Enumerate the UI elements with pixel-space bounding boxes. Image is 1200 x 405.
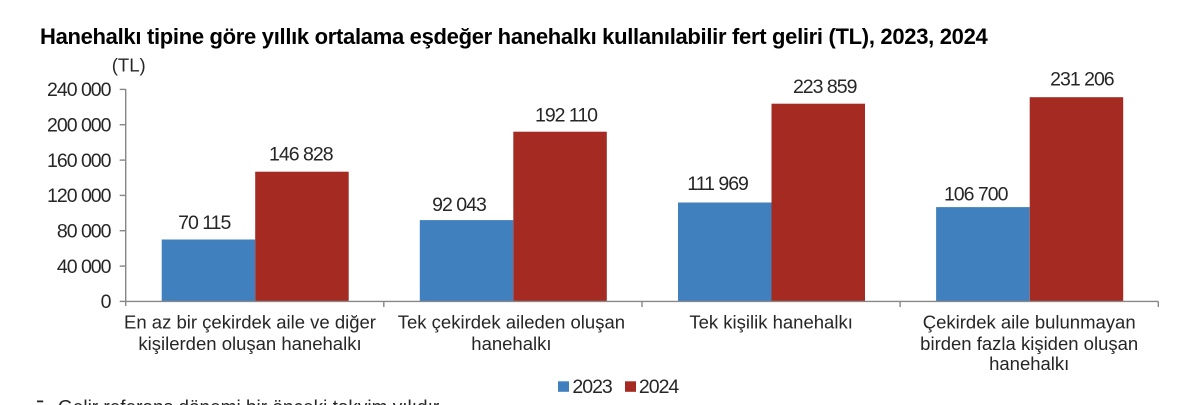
svg-text:hanehalkı: hanehalkı xyxy=(989,353,1069,374)
svg-text:40 000: 40 000 xyxy=(57,256,112,278)
svg-text:80 000: 80 000 xyxy=(57,220,112,242)
svg-text:2024: 2024 xyxy=(639,376,680,398)
svg-text:birden fazla kişiden oluşan: birden fazla kişiden oluşan xyxy=(920,333,1138,354)
svg-text:0: 0 xyxy=(101,291,112,313)
svg-text:2023: 2023 xyxy=(572,376,612,398)
svg-text:kişilerden oluşan hanehalkı: kişilerden oluşan hanehalkı xyxy=(138,333,361,354)
svg-text:(TL): (TL) xyxy=(112,55,146,76)
svg-text:160 000: 160 000 xyxy=(47,150,112,172)
svg-text:Tek kişilik hanehalkı: Tek kişilik hanehalkı xyxy=(689,312,853,333)
svg-text:200 000: 200 000 xyxy=(47,114,112,136)
svg-text:240 000: 240 000 xyxy=(47,79,112,101)
svg-text:Tek çekirdek aileden oluşan: Tek çekirdek aileden oluşan xyxy=(398,312,625,333)
svg-text:92 043: 92 043 xyxy=(432,194,486,216)
svg-text:120 000: 120 000 xyxy=(47,185,112,207)
svg-text:223 859: 223 859 xyxy=(793,76,857,98)
svg-text:70 115: 70 115 xyxy=(178,212,231,234)
svg-text:Gelir referans dönemi bir önce: Gelir referans dönemi bir önceki takvim … xyxy=(58,398,443,405)
svg-text:231 206: 231 206 xyxy=(1050,69,1114,91)
svg-text:111 969: 111 969 xyxy=(687,173,748,195)
svg-text:192 110: 192 110 xyxy=(535,104,598,126)
svg-text:En az bir çekirdek aile ve diğ: En az bir çekirdek aile ve diğer xyxy=(124,312,376,333)
svg-text:Çekirdek aile bulunmayan: Çekirdek aile bulunmayan xyxy=(923,312,1136,333)
svg-text:146 828: 146 828 xyxy=(269,144,333,166)
svg-text:hanehalkı: hanehalkı xyxy=(471,333,551,354)
svg-text:Hanehalkı tipine göre yıllık o: Hanehalkı tipine göre yıllık ortalama eş… xyxy=(40,24,989,49)
svg-text:106 700: 106 700 xyxy=(944,183,1009,205)
